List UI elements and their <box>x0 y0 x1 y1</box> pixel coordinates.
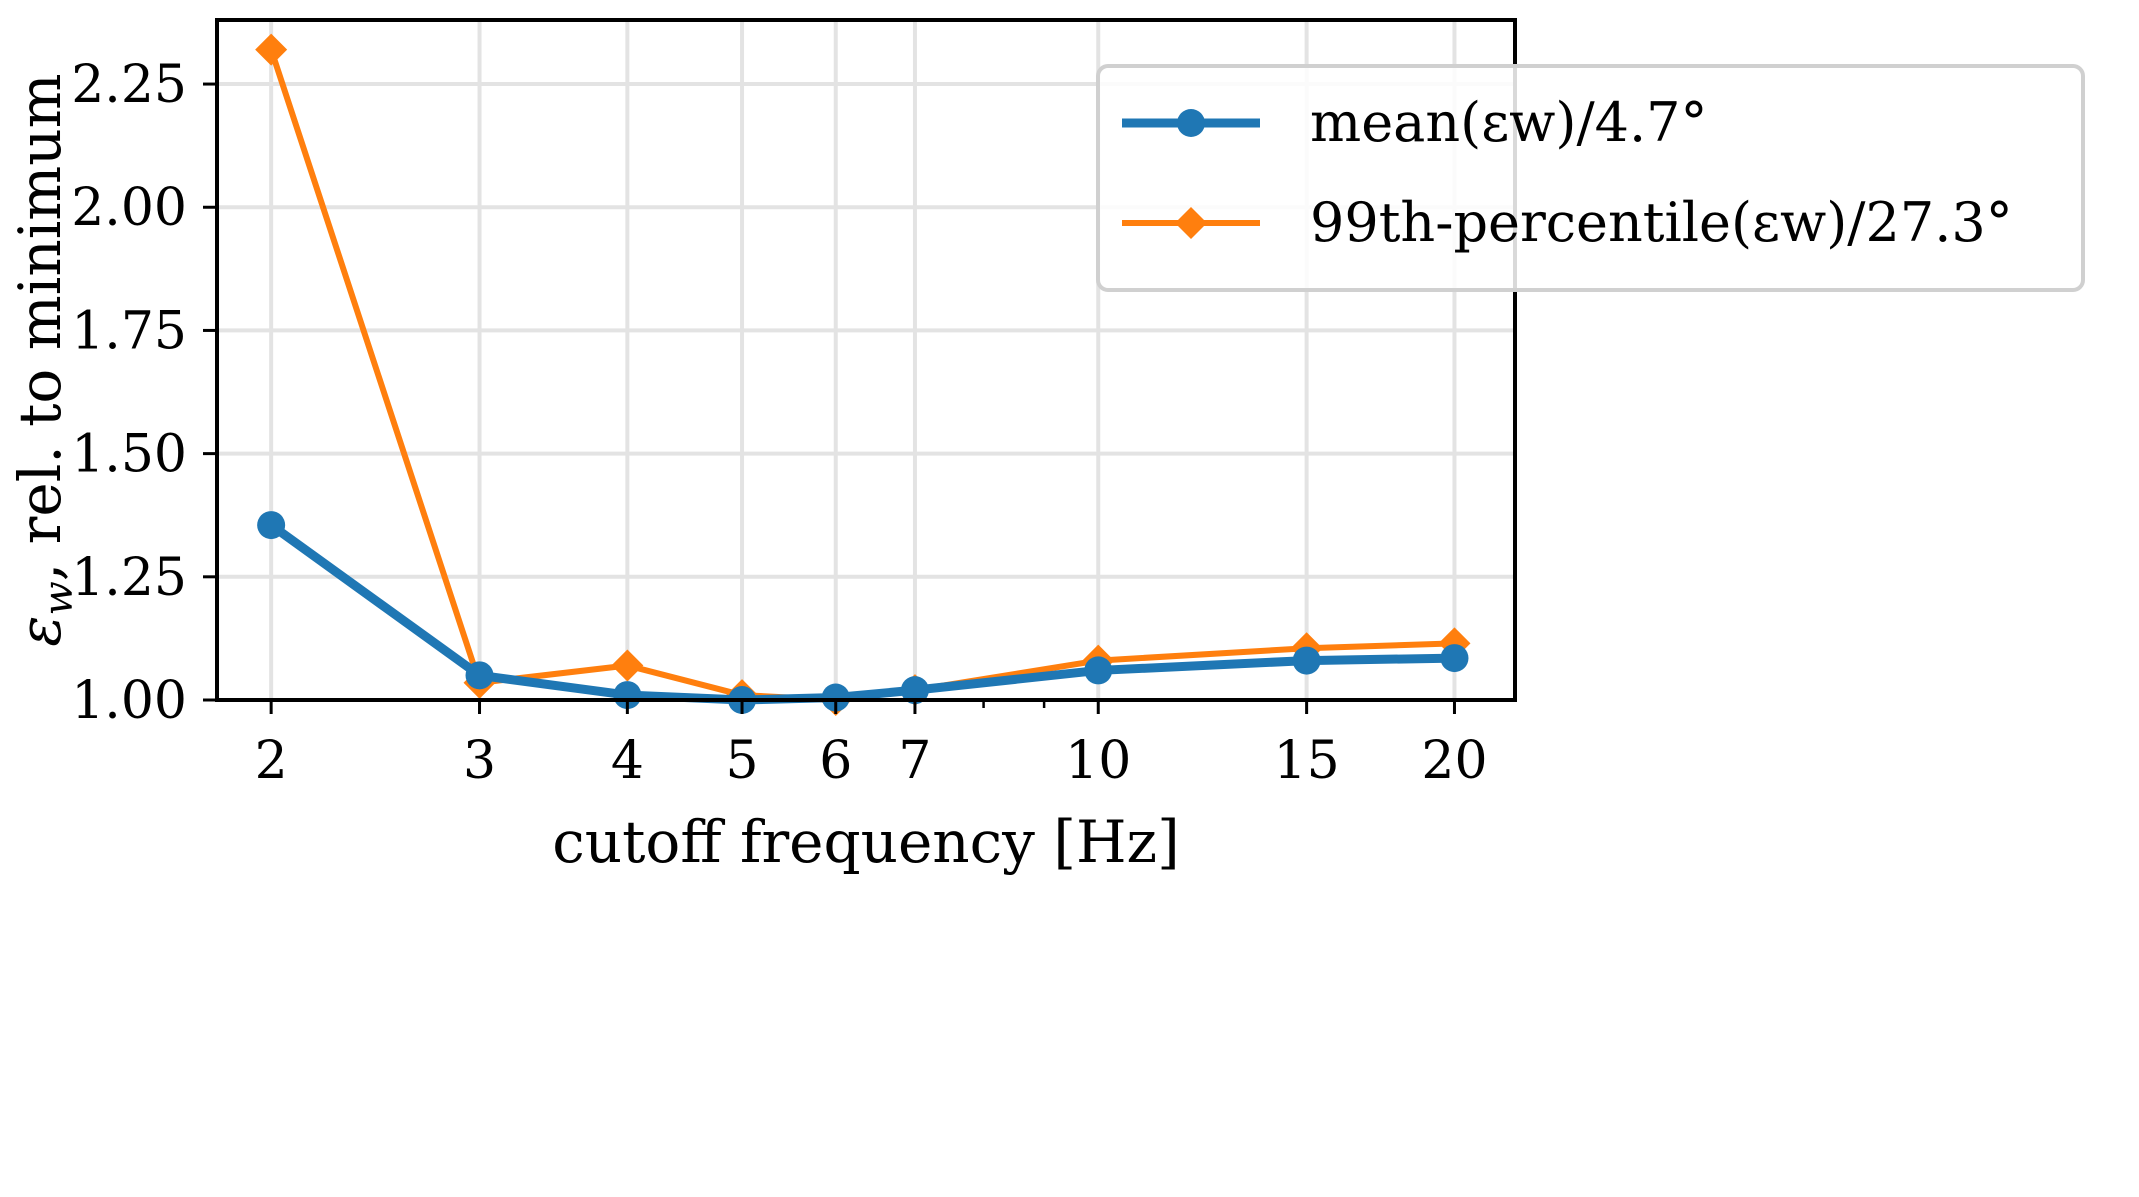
data-point <box>1292 646 1321 675</box>
legend-label: mean(εw)/4.7° <box>1310 91 1708 154</box>
x-tick-label: 5 <box>725 731 758 791</box>
x-tick-label: 15 <box>1274 731 1340 791</box>
x-tick-label: 7 <box>898 731 931 791</box>
legend-label: 99th-percentile(εw)/27.3° <box>1310 191 2013 254</box>
legend-box <box>1096 64 2085 292</box>
series-mean <box>257 511 1469 714</box>
legend-item-mean: mean(εw)/4.7° <box>1122 91 1708 154</box>
data-point <box>613 681 642 710</box>
x-tick-label: 3 <box>463 731 496 791</box>
legend-marker <box>1177 109 1205 137</box>
y-tick-label: 1.75 <box>71 301 187 361</box>
data-point <box>465 661 494 690</box>
legend-marker <box>1175 207 1207 239</box>
y-tick-label: 1.25 <box>71 548 187 608</box>
y-tick-label: 2.00 <box>71 178 187 238</box>
y-tick-label: 2.25 <box>71 55 187 115</box>
data-point <box>255 33 288 66</box>
y-axis-title: εw, rel. to minimum <box>6 73 82 646</box>
data-point <box>257 511 286 540</box>
y-axis-title-symbol: ε <box>6 615 74 646</box>
data-point <box>1440 644 1469 673</box>
y-tick-label: 1.50 <box>71 425 187 485</box>
x-tick-label: 6 <box>819 731 852 791</box>
series-layer <box>255 33 1471 716</box>
plot-frame <box>215 18 1517 702</box>
data-point <box>821 683 850 712</box>
data-point <box>611 649 644 682</box>
data-point <box>900 676 929 705</box>
x-tick-label: 2 <box>255 731 288 791</box>
x-tick-label: 4 <box>611 731 644 791</box>
x-tick-label: 10 <box>1065 731 1131 791</box>
y-axis-title-subscript: w <box>36 581 82 615</box>
legend-item-percentile: 99th-percentile(εw)/27.3° <box>1122 191 2013 254</box>
y-tick-label: 1.00 <box>71 671 187 731</box>
data-point <box>1084 656 1113 685</box>
legend: mean(εw)/4.7° 99th-percentile(εw)/27.3° <box>1096 64 2085 292</box>
x-axis-title: cutoff frequency [Hz] <box>552 808 1179 876</box>
y-axis-title-text: , rel. to minimum <box>6 73 74 581</box>
x-tick-label: 20 <box>1421 731 1487 791</box>
axes: 2 3 4 5 6 7 10 15 20 1.00 1.25 1.50 1.75 2.00 2.25 <box>71 55 1487 791</box>
